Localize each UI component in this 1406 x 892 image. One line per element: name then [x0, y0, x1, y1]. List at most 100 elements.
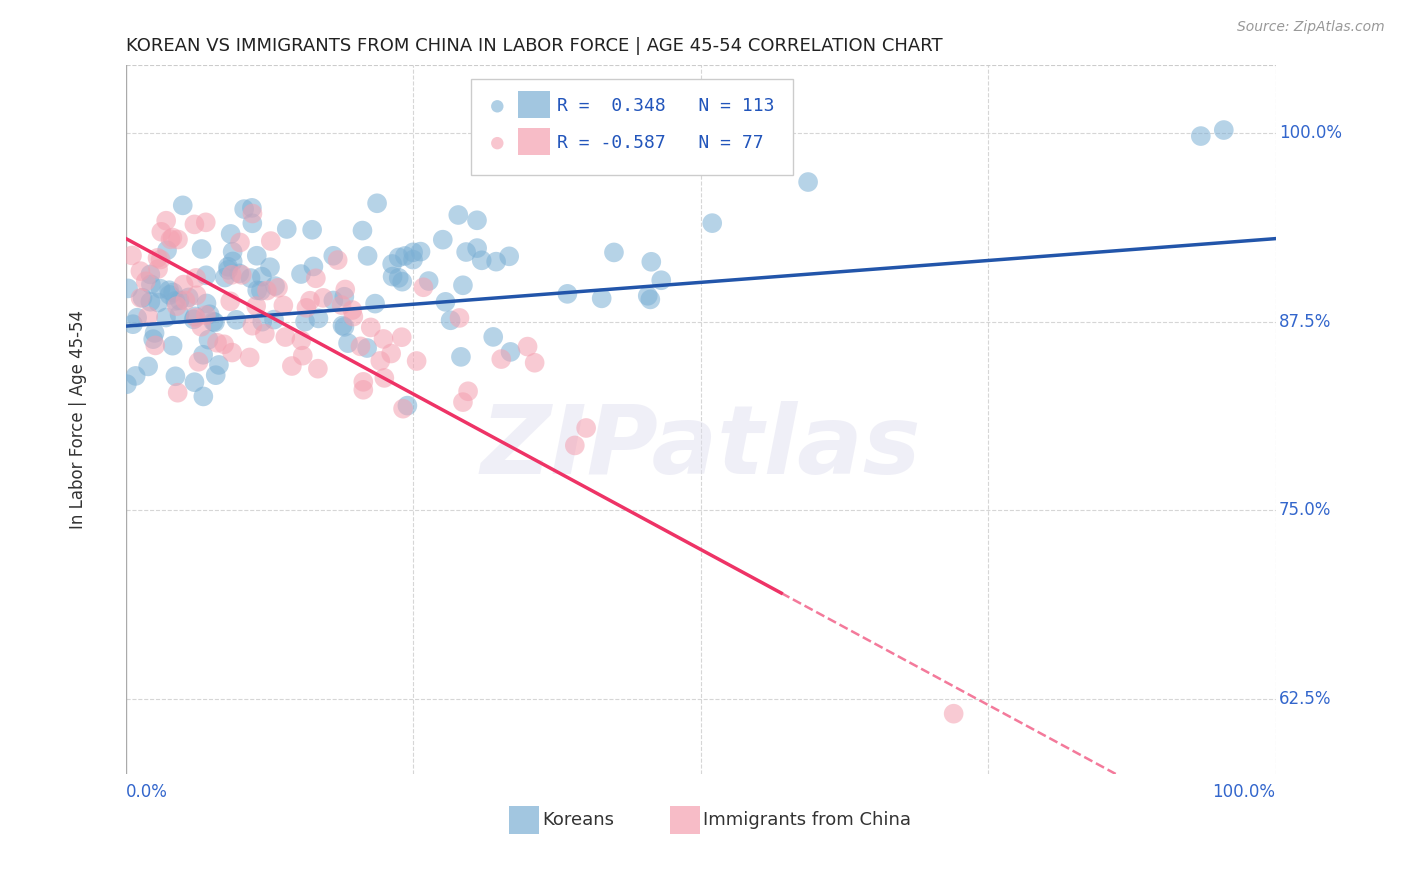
Point: [332, 318, 354, 333]
Point: [491, 352, 513, 367]
Point: [388, 270, 411, 285]
Point: [195, 296, 218, 310]
Point: [195, 268, 218, 283]
Text: Immigrants from China: Immigrants from China: [703, 811, 911, 829]
Text: Source: ZipAtlas.com: Source: ZipAtlas.com: [1237, 20, 1385, 34]
Point: [256, 284, 278, 298]
Point: [194, 308, 217, 322]
Point: [136, 359, 159, 374]
Point: [274, 330, 297, 344]
Point: [162, 339, 184, 353]
Point: [242, 206, 264, 220]
Point: [451, 395, 474, 409]
Point: [1189, 129, 1212, 144]
Point: [239, 351, 262, 365]
Point: [335, 283, 357, 297]
Point: [156, 244, 179, 258]
Point: [388, 251, 411, 265]
Point: [486, 213, 509, 227]
Point: [240, 318, 263, 333]
Point: [155, 310, 177, 325]
Point: [333, 319, 356, 334]
Point: [368, 354, 391, 368]
Point: [159, 232, 181, 246]
Point: [349, 339, 371, 353]
Point: [451, 278, 474, 293]
Point: [146, 251, 169, 265]
Point: [352, 383, 374, 397]
Point: [465, 241, 488, 255]
Point: [450, 350, 472, 364]
Point: [208, 358, 231, 372]
Point: [564, 438, 586, 452]
Point: [650, 273, 672, 287]
Point: [302, 260, 325, 274]
Point: [295, 301, 318, 315]
Point: [498, 249, 520, 263]
Point: [219, 294, 242, 309]
Point: [117, 281, 139, 295]
Point: [146, 262, 169, 277]
Point: [264, 279, 287, 293]
Point: [291, 349, 314, 363]
Point: [173, 277, 195, 292]
Point: [575, 134, 598, 148]
Point: [640, 293, 662, 307]
Point: [482, 330, 505, 344]
Point: [307, 361, 329, 376]
Point: [165, 369, 187, 384]
Point: [409, 244, 432, 259]
Point: [439, 313, 461, 327]
Point: [150, 225, 173, 239]
Point: [252, 315, 274, 329]
Point: [333, 290, 356, 304]
Point: [381, 269, 404, 284]
Point: [139, 277, 162, 292]
Point: [165, 293, 187, 308]
Point: [1212, 123, 1234, 137]
Point: [246, 249, 269, 263]
Point: [603, 245, 626, 260]
FancyBboxPatch shape: [669, 805, 700, 834]
Point: [259, 260, 281, 275]
Point: [326, 253, 349, 268]
Point: [942, 706, 965, 721]
Point: [250, 269, 273, 284]
Point: [228, 266, 250, 280]
Point: [360, 320, 382, 334]
Point: [183, 375, 205, 389]
Point: [250, 284, 273, 298]
Point: [139, 294, 162, 309]
Point: [352, 223, 374, 237]
Point: [190, 242, 212, 256]
Point: [366, 196, 388, 211]
Point: [159, 288, 181, 302]
Point: [136, 310, 159, 324]
Point: [184, 310, 207, 324]
Point: [124, 368, 146, 383]
Point: [412, 280, 434, 294]
Point: [575, 421, 598, 435]
Point: [191, 348, 214, 362]
Point: [121, 248, 143, 262]
Text: 0.0%: 0.0%: [127, 783, 167, 801]
Text: 100.0%: 100.0%: [1212, 783, 1275, 801]
Point: [273, 298, 295, 312]
Point: [342, 303, 364, 318]
Point: [157, 283, 180, 297]
Point: [499, 345, 522, 359]
Point: [217, 260, 239, 274]
Point: [162, 230, 184, 244]
Point: [342, 310, 364, 324]
Point: [486, 292, 509, 306]
Point: [263, 312, 285, 326]
Point: [205, 335, 228, 350]
Point: [457, 384, 479, 399]
Point: [402, 245, 425, 260]
Point: [229, 235, 252, 250]
Point: [225, 313, 247, 327]
Point: [312, 291, 335, 305]
Point: [177, 290, 200, 304]
Text: 100.0%: 100.0%: [1279, 124, 1341, 142]
Point: [637, 289, 659, 303]
